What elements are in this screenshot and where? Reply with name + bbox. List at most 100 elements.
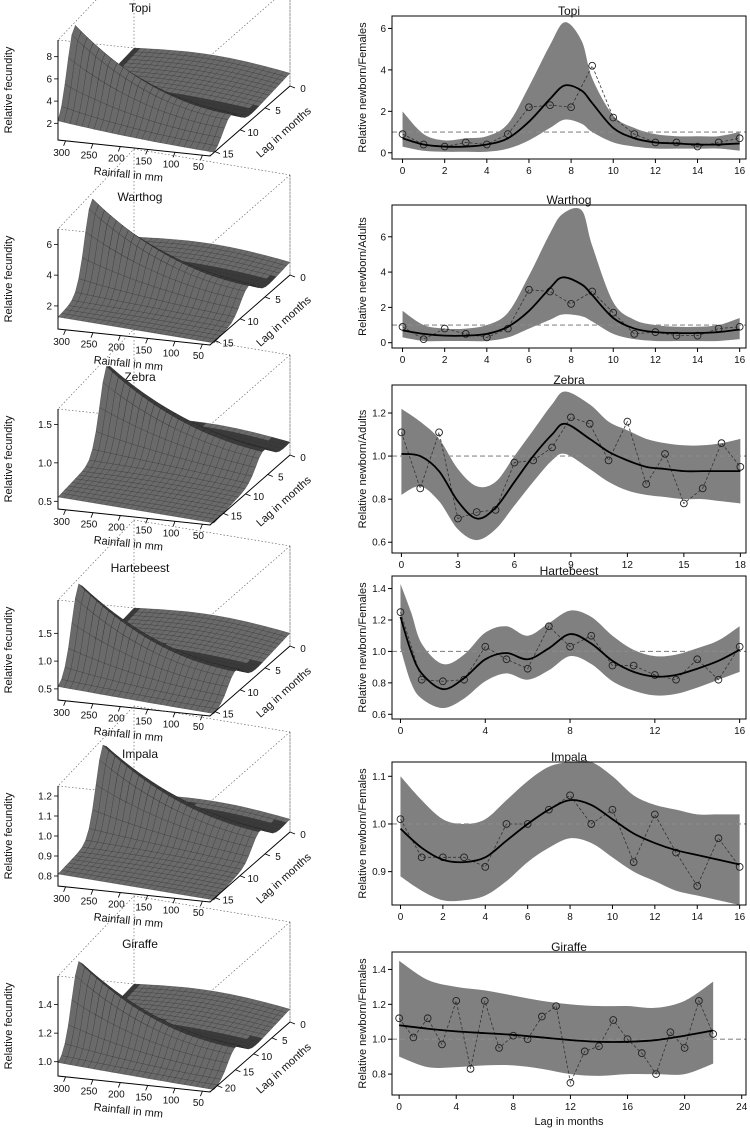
rain-tick-label: 150 (135, 345, 152, 356)
rain-tick (117, 146, 121, 152)
panel-title: Warthog (118, 190, 163, 204)
y-tick-label: 1.0 (372, 452, 386, 463)
panel-title: Hartebeest (111, 561, 170, 575)
panel-title: Hartebeest (540, 564, 599, 578)
lag-axis-label: Lag in months (254, 665, 314, 720)
observed-point (523, 820, 532, 828)
x-axis-label: Lag in months (534, 1116, 604, 1128)
rain-tick-label: 150 (135, 716, 152, 727)
observed-point (585, 419, 594, 428)
box-back-edge (209, 174, 291, 246)
observed-point (481, 642, 490, 651)
x-tick-label: 20 (679, 1102, 691, 1113)
lag-tick (264, 667, 271, 671)
observed-series (400, 794, 740, 887)
observed-point (588, 61, 597, 70)
lag-tick-label: 10 (247, 874, 259, 885)
z-tick-label: 1.5 (38, 629, 52, 640)
rain-tick-label: 300 (53, 1084, 70, 1095)
z-tick-label: 1.0 (38, 458, 52, 469)
rain-tick (172, 341, 176, 347)
observed-point (417, 675, 426, 684)
observed-point (416, 484, 425, 493)
rain-tick-label: 250 (81, 711, 98, 722)
lag-tick (235, 1069, 241, 1073)
panel-hartebeest-curve: Hartebeest 0 4 8 12 16 0.6 0.8 1.0 1.2 1.4Relative… (357, 564, 747, 737)
observed-point (419, 335, 428, 344)
observed-point (454, 514, 462, 523)
rain-tick-label: 250 (81, 897, 98, 908)
observed-point (608, 805, 617, 814)
observed-point (608, 661, 617, 670)
x-tick-label: 12 (650, 355, 662, 366)
x-tick-label: 6 (526, 166, 532, 177)
observed-point (545, 805, 553, 814)
x-tick-label: 24 (736, 1102, 748, 1113)
y-tick-label: 0.8 (372, 678, 386, 689)
rain-tick (200, 1091, 203, 1097)
observed-point (714, 675, 723, 684)
lag-tick-label: 5 (278, 472, 284, 483)
x-tick-label: 0 (398, 912, 404, 923)
surface-mesh (57, 744, 291, 901)
rain-tick-label: 300 (53, 517, 70, 528)
observed-point (736, 462, 745, 471)
rain-tick (200, 344, 203, 350)
rain-tick-label: 50 (193, 531, 205, 542)
rain-tick (145, 338, 149, 344)
rain-tick (172, 898, 176, 904)
rain-tick (90, 889, 94, 895)
x-tick-label: 12 (565, 1102, 577, 1113)
lag-tick-label: 15 (243, 1068, 255, 1079)
panel-title: Warthog (547, 193, 592, 207)
y-tick-label: 1.1 (372, 772, 386, 783)
rain-tick-label: 300 (53, 337, 70, 348)
lag-tick-label: 5 (282, 1036, 288, 1047)
fitted-curve (402, 276, 740, 337)
rain-tick-label: 50 (193, 908, 205, 919)
lag-tick-label: 5 (275, 666, 281, 677)
lag-tick (214, 711, 221, 714)
panel-zebra-surface: Zebra 300 250 200 150 100 50 Rainfall in mm 0 5 10… (3, 328, 314, 554)
x-tick-label: 16 (622, 1102, 634, 1113)
rain-tick (63, 700, 66, 706)
rain-tick (117, 706, 121, 712)
z-axis-label: Relative fecundity (3, 792, 15, 879)
x-tick-label: 9 (568, 560, 574, 571)
observed-point (651, 671, 659, 679)
observed-point (502, 655, 511, 664)
z-axis-label: Relative fecundity (3, 415, 15, 502)
x-tick-label: 2 (440, 912, 446, 923)
observed-point (481, 863, 490, 871)
rain-tick-label: 100 (163, 528, 180, 539)
lag-tick (267, 474, 273, 477)
rain-tick (145, 149, 149, 155)
surface-facet (207, 707, 218, 714)
rain-tick-label: 250 (81, 1087, 98, 1098)
z-axis-label: Relative fecundity (3, 982, 15, 1069)
x-tick-label: 0 (396, 1102, 402, 1113)
observed-point (567, 413, 575, 422)
lag-tick-label: 0 (300, 644, 306, 655)
panel-topi-curve: Topi 0 2 4 6 8 10 12 14 16 0 2 4 6 Relative newborn/Fe… (357, 4, 747, 177)
x-tick-label: 16 (734, 355, 746, 366)
observed-point (472, 508, 481, 516)
lag-tick-label: 10 (261, 1052, 273, 1063)
lag-tick-label: 10 (247, 317, 259, 328)
y-tick-label: 1.2 (372, 1000, 386, 1011)
box-back-edge (209, 545, 291, 617)
fitted-curve (402, 84, 740, 148)
observed-point (623, 417, 632, 426)
rain-tick-label: 200 (108, 523, 125, 534)
lag-tick (239, 875, 246, 879)
observed-point (398, 322, 407, 331)
rain-tick-label: 100 (163, 905, 180, 916)
y-tick-label: 4 (380, 268, 386, 279)
observed-point (717, 439, 726, 448)
observed-series (401, 416, 741, 520)
confidence-band (399, 960, 714, 1076)
fitted-curve (399, 616, 741, 691)
observed-point (439, 677, 447, 686)
observed-point (630, 330, 639, 338)
